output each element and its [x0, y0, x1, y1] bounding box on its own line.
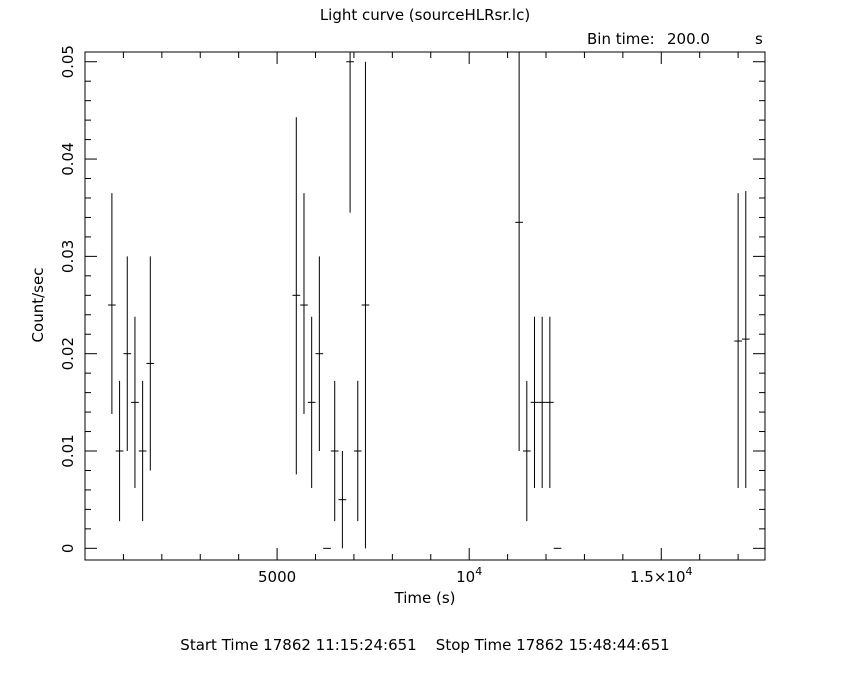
axis-tick-labels: 5000 104 1.5×104 0 0.01 0.02 0.03 0.04 0.05: [59, 45, 693, 586]
x-axis-label: Time (s): [394, 589, 456, 607]
data-point: [123, 256, 132, 452]
bin-time-value: 200.0: [667, 30, 710, 48]
y-tick-label: 0.02: [59, 337, 77, 370]
data-point: [300, 193, 308, 415]
data-point: [538, 316, 547, 488]
y-tick-label: 0.05: [59, 45, 77, 78]
x-tick-label: 1.5×104: [630, 565, 693, 586]
data-point: [108, 193, 116, 415]
data-point: [530, 316, 539, 488]
y-tick-label: 0.03: [59, 240, 77, 273]
data-point: [346, 52, 354, 213]
axis-ticks: [85, 52, 765, 560]
data-point: [307, 316, 316, 488]
data-point: [315, 256, 324, 452]
data-point: [146, 256, 155, 471]
data-point: [292, 117, 301, 475]
x-tick-label: 104: [456, 565, 482, 586]
data-point: [338, 451, 347, 549]
data-point: [353, 380, 362, 522]
time-range-footer: Start Time 17862 11:15:24:651 Stop Time …: [180, 636, 670, 654]
data-point: [115, 380, 124, 522]
y-tick-label: 0.04: [59, 142, 77, 175]
y-tick-label: 0: [59, 544, 77, 554]
data-point: [330, 380, 339, 522]
data-points: [108, 52, 750, 549]
data-point: [522, 380, 531, 522]
plot-frame: [84, 51, 766, 561]
data-point: [546, 316, 554, 488]
chart-title: Light curve (sourceHLRsr.lc): [319, 6, 531, 24]
bin-time-unit: s: [755, 30, 763, 48]
data-point: [741, 191, 750, 488]
data-point: [361, 61, 370, 549]
y-tick-label: 0.01: [59, 434, 77, 467]
y-axis-label: Count/sec: [29, 267, 47, 343]
x-tick-label: 5000: [258, 568, 296, 586]
data-point: [734, 193, 742, 488]
data-point: [138, 380, 147, 522]
bin-time-label: Bin time:: [587, 30, 655, 48]
data-point: [131, 316, 139, 488]
data-point: [515, 52, 523, 452]
